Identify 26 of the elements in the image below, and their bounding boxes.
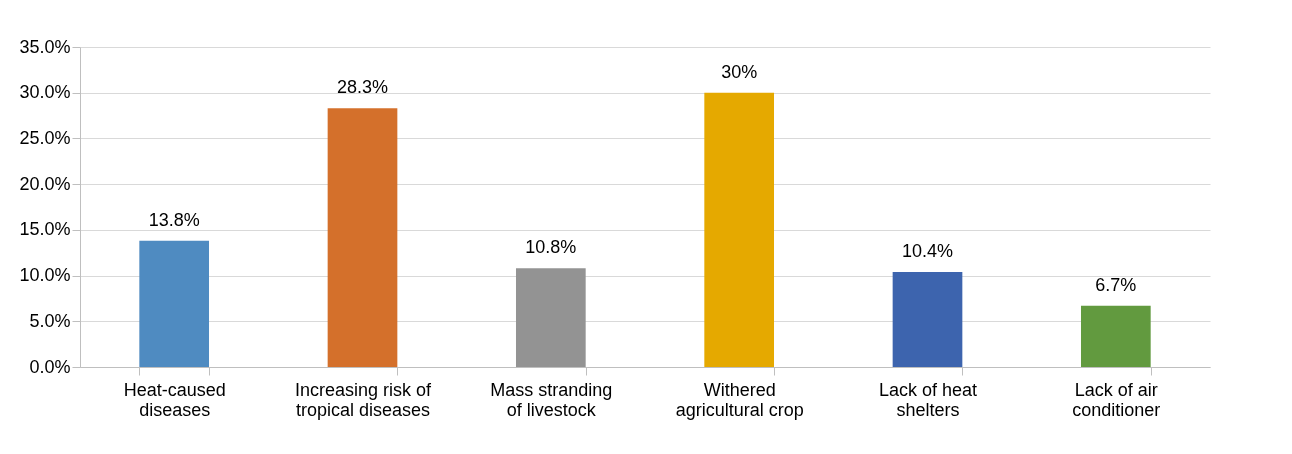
x-tick-label: Lack of heat shelters xyxy=(878,379,978,420)
bar xyxy=(892,271,963,367)
data-label: 30% xyxy=(721,61,758,82)
y-tick-label: 15.0% xyxy=(19,219,71,240)
data-label: 10.4% xyxy=(901,240,954,261)
bar xyxy=(515,268,586,367)
bar xyxy=(139,240,210,367)
bar xyxy=(704,92,775,367)
y-tick-label: 20.0% xyxy=(19,173,71,194)
data-label: 28.3% xyxy=(336,77,389,98)
x-tick-label: Increasing risk of tropical diseases xyxy=(294,379,433,420)
bar xyxy=(1080,305,1151,367)
x-tick-label: Mass stranding of livestock xyxy=(490,379,613,420)
y-tick-label: 0.0% xyxy=(29,356,71,377)
y-tick-label: 35.0% xyxy=(19,36,71,57)
x-tick-label: Heat-caused diseases xyxy=(123,379,226,420)
data-label: 6.7% xyxy=(1095,274,1137,295)
x-tick-label: Lack of air conditioner xyxy=(1072,379,1161,420)
data-label: 13.8% xyxy=(148,209,200,230)
y-tick-label: 5.0% xyxy=(29,310,71,331)
x-tick-label: Withered agricultural crop xyxy=(675,379,804,420)
data-label: 10.8% xyxy=(525,237,577,258)
y-tick-label: 10.0% xyxy=(19,265,71,286)
y-tick-label: 30.0% xyxy=(19,82,71,103)
bar xyxy=(327,108,398,367)
y-tick-label: 25.0% xyxy=(19,127,71,148)
